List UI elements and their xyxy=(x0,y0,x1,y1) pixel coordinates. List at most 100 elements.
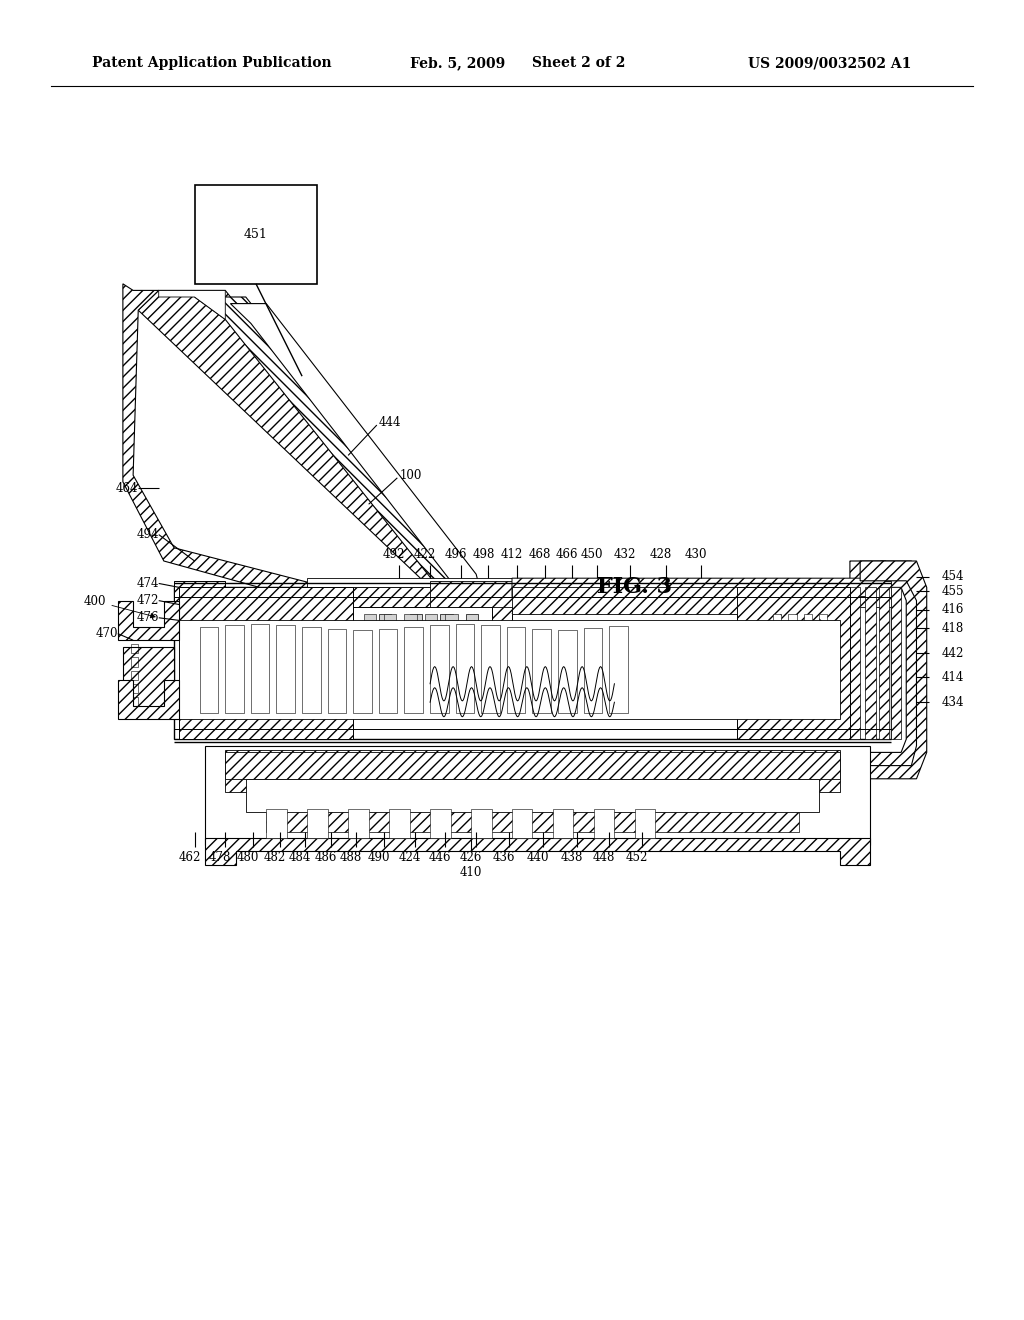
Polygon shape xyxy=(205,838,870,865)
Text: Sheet 2 of 2: Sheet 2 of 2 xyxy=(532,57,626,70)
Text: 451: 451 xyxy=(244,228,268,240)
Text: 472: 472 xyxy=(136,594,159,607)
Text: 412: 412 xyxy=(501,548,523,561)
Bar xyxy=(348,809,369,838)
Text: 400: 400 xyxy=(84,594,155,618)
Bar xyxy=(558,630,577,713)
Polygon shape xyxy=(246,779,819,812)
Text: 450: 450 xyxy=(581,548,603,561)
Polygon shape xyxy=(179,587,353,739)
Polygon shape xyxy=(118,680,179,719)
Text: 426: 426 xyxy=(460,851,482,865)
Text: 492: 492 xyxy=(383,548,406,561)
Polygon shape xyxy=(865,587,876,739)
Polygon shape xyxy=(804,614,812,713)
Text: 432: 432 xyxy=(613,548,636,561)
Polygon shape xyxy=(425,614,437,627)
Text: 468: 468 xyxy=(528,548,551,561)
Text: 434: 434 xyxy=(942,696,965,709)
Bar xyxy=(507,627,525,713)
Bar xyxy=(430,624,449,713)
Text: 486: 486 xyxy=(314,851,337,865)
Text: Patent Application Publication: Patent Application Publication xyxy=(92,57,332,70)
Text: 462: 462 xyxy=(178,851,201,865)
Text: 490: 490 xyxy=(368,851,390,865)
Polygon shape xyxy=(410,614,422,634)
Text: 480: 480 xyxy=(237,851,259,865)
Polygon shape xyxy=(195,297,471,601)
Bar xyxy=(404,627,423,713)
Bar xyxy=(353,630,372,713)
Text: 478: 478 xyxy=(209,851,231,865)
Text: 436: 436 xyxy=(493,851,515,865)
Polygon shape xyxy=(466,614,478,634)
Polygon shape xyxy=(440,614,453,634)
Bar xyxy=(512,809,532,838)
Text: 430: 430 xyxy=(685,548,708,561)
Polygon shape xyxy=(891,587,901,739)
Text: 464: 464 xyxy=(116,482,138,495)
Bar xyxy=(266,809,287,838)
Text: 440: 440 xyxy=(526,851,549,865)
Text: 474: 474 xyxy=(136,577,159,590)
Text: 100: 100 xyxy=(399,469,422,482)
Bar xyxy=(594,809,614,838)
Bar xyxy=(302,627,321,713)
Polygon shape xyxy=(174,581,512,627)
Text: 444: 444 xyxy=(379,416,401,429)
Polygon shape xyxy=(225,750,840,792)
Text: 438: 438 xyxy=(560,851,583,865)
Text: 448: 448 xyxy=(593,851,615,865)
Text: 466: 466 xyxy=(556,548,579,561)
Bar xyxy=(276,626,295,713)
Polygon shape xyxy=(384,614,396,627)
Text: 498: 498 xyxy=(472,548,495,561)
Text: 452: 452 xyxy=(626,851,648,865)
Text: 488: 488 xyxy=(340,851,362,865)
Text: 416: 416 xyxy=(942,603,965,616)
Text: 482: 482 xyxy=(263,851,286,865)
Bar xyxy=(584,628,602,713)
Bar xyxy=(456,624,474,713)
Bar xyxy=(131,684,138,693)
Bar xyxy=(200,627,218,713)
Text: 494: 494 xyxy=(136,528,159,541)
Polygon shape xyxy=(179,620,840,719)
Bar xyxy=(131,644,138,653)
Polygon shape xyxy=(819,614,827,713)
Bar xyxy=(389,809,410,838)
Text: Feb. 5, 2009: Feb. 5, 2009 xyxy=(410,57,505,70)
Polygon shape xyxy=(123,284,348,601)
Bar xyxy=(532,630,551,713)
Bar xyxy=(225,626,244,713)
Text: 414: 414 xyxy=(942,671,965,684)
Polygon shape xyxy=(307,578,891,587)
Bar xyxy=(379,628,397,713)
Text: 496: 496 xyxy=(444,548,467,561)
Polygon shape xyxy=(230,304,481,603)
Polygon shape xyxy=(430,581,891,607)
Polygon shape xyxy=(225,752,840,779)
Bar xyxy=(205,746,870,845)
Bar xyxy=(251,624,269,713)
Polygon shape xyxy=(266,812,799,832)
Bar xyxy=(481,626,500,713)
Polygon shape xyxy=(445,614,458,627)
Bar xyxy=(471,809,492,838)
Polygon shape xyxy=(850,561,922,772)
Polygon shape xyxy=(512,561,886,597)
Bar xyxy=(195,185,317,284)
Text: 476: 476 xyxy=(136,611,159,624)
Text: FIG. 3: FIG. 3 xyxy=(597,577,673,598)
Bar xyxy=(553,809,573,838)
Polygon shape xyxy=(788,614,797,713)
Bar xyxy=(131,697,138,706)
Text: 470: 470 xyxy=(95,627,118,640)
Polygon shape xyxy=(159,290,225,319)
Text: 428: 428 xyxy=(649,548,672,561)
Polygon shape xyxy=(879,587,889,739)
Text: 484: 484 xyxy=(289,851,311,865)
Bar xyxy=(174,587,891,739)
Text: US 2009/0032502 A1: US 2009/0032502 A1 xyxy=(748,57,911,70)
Bar xyxy=(609,627,628,713)
